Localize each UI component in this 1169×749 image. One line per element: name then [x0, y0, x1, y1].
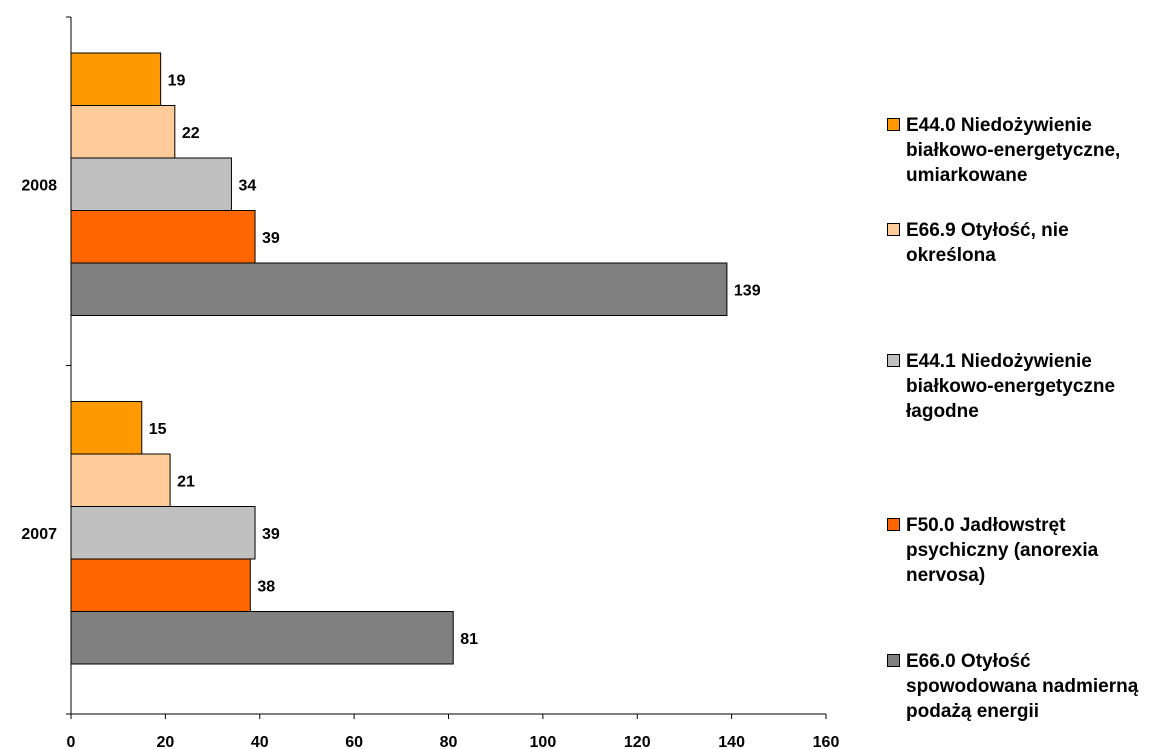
data-label: 81: [460, 631, 478, 648]
chart-bars: 19 22 34 39 139 15 21 39 38 81: [70, 52, 761, 665]
x-tick-label: 120: [624, 734, 651, 749]
x-tick-label: 140: [718, 734, 745, 749]
legend-swatch: [887, 118, 900, 131]
legend-swatch: [887, 518, 900, 531]
bar: [70, 611, 454, 665]
chart-legend: E44.0 Niedożywienie białkowo-energetyczn…: [887, 0, 1169, 749]
data-label: 139: [734, 282, 761, 299]
x-tick-label: 160: [813, 734, 840, 749]
legend-swatch: [887, 354, 900, 367]
category-label: 2008: [21, 177, 57, 194]
legend-swatch: [887, 654, 900, 667]
category-label: 2007: [21, 526, 57, 543]
bar: [70, 506, 256, 560]
x-tick-label: 60: [345, 734, 363, 749]
legend-swatch: [887, 223, 900, 236]
legend-label: E66.9 Otyłość, nie określona: [906, 220, 1069, 266]
bar: [70, 105, 176, 159]
x-tick-label: 20: [156, 734, 174, 749]
data-label: 39: [262, 526, 280, 543]
bar: [70, 558, 251, 612]
legend-item: F50.0 Jadłowstręt psychiczny (anorexia n…: [887, 513, 1161, 588]
data-label: 39: [262, 230, 280, 247]
bar: [70, 157, 232, 211]
legend-item: E44.0 Niedożywienie białkowo-energetyczn…: [887, 113, 1161, 188]
legend-label: E44.1 Niedożywienie białkowo-energetyczn…: [906, 351, 1116, 422]
legend-item: E66.0 Otyłość spowodowana nadmierną poda…: [887, 649, 1161, 724]
legend-label: E66.0 Otyłość spowodowana nadmierną poda…: [906, 651, 1139, 722]
legend-item: E66.9 Otyłość, nie określona: [887, 218, 1161, 268]
legend-label: F50.0 Jadłowstręt psychiczny (anorexia n…: [906, 515, 1099, 586]
bar: [70, 52, 162, 106]
bar-chart: 0 20 40 60 80 100 120 140 160 2008 2007 19 22 34 39 13…: [21, 16, 840, 749]
x-tick-label: 40: [251, 734, 269, 749]
data-label: 22: [182, 125, 200, 142]
legend-item: E44.1 Niedożywienie białkowo-energetyczn…: [887, 349, 1161, 424]
data-label: 21: [177, 473, 195, 490]
data-label: 34: [238, 177, 256, 194]
data-label: 15: [149, 421, 167, 438]
x-tick-label: 100: [530, 734, 557, 749]
data-label: 38: [257, 578, 275, 595]
legend-label: E44.0 Niedożywienie białkowo-energetyczn…: [906, 115, 1121, 186]
bar: [70, 401, 143, 455]
bar: [70, 453, 171, 507]
data-label: 19: [168, 72, 186, 89]
bar: [70, 210, 256, 264]
bar: [70, 262, 728, 316]
x-tick-label: 0: [67, 734, 76, 749]
chart-axes: 0 20 40 60 80 100 120 140 160 2008 2007: [21, 16, 840, 749]
x-tick-label: 80: [440, 734, 458, 749]
